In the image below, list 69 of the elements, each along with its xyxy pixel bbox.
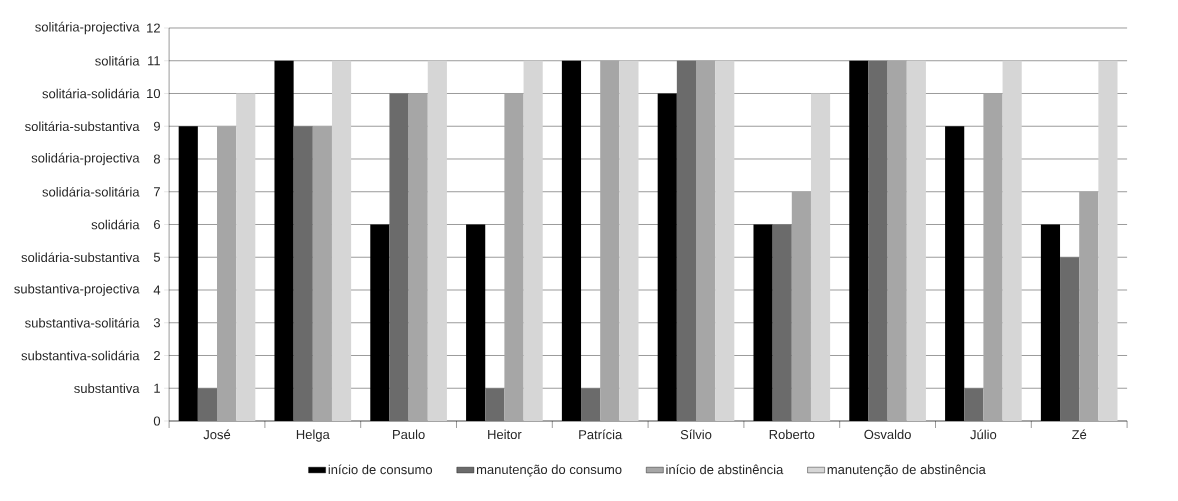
text: solidária [91, 219, 140, 230]
y-tick-label: 6 [154, 219, 160, 230]
y-tick-label: 0 [153, 416, 161, 426]
x-tick-label: Júlio [970, 429, 997, 440]
x-tick-label: Zé [1072, 429, 1087, 440]
y-tick-label: 4 [153, 285, 161, 295]
x-tick-label: Helga [296, 429, 330, 442]
bar [408, 93, 428, 421]
text: solitária-projectiva [35, 21, 140, 35]
bar [964, 388, 984, 421]
x-tick-label: Sílvio [680, 429, 712, 440]
text: solidária-solitária [42, 186, 140, 197]
bar [676, 60, 696, 421]
text: substantiva-projectiva [14, 283, 140, 297]
legend-label: manutenção de abstinência [827, 464, 986, 477]
bar [1060, 257, 1080, 421]
y-tick-label: 11 [148, 56, 160, 66]
bar [581, 388, 601, 421]
bar [1002, 60, 1022, 421]
bar [791, 191, 811, 421]
legend-label: início de abstinência [666, 464, 784, 475]
bar [293, 126, 313, 421]
bar [810, 93, 831, 421]
text: solidária-substantiva [21, 252, 140, 263]
y-tick-label: 3 [153, 318, 160, 328]
text: solitária-solidária [42, 88, 140, 99]
bar [983, 93, 1003, 421]
bar [600, 60, 620, 421]
x-tick-label: Heitor [488, 429, 522, 440]
bar [504, 93, 524, 421]
bar [868, 60, 888, 421]
y-tick-label: 9 [153, 121, 160, 131]
text: substantiva-solitária [25, 317, 140, 328]
bar [217, 126, 237, 421]
bar [427, 60, 447, 421]
y-tick-label: 12 [147, 23, 160, 33]
bar [523, 60, 543, 421]
text: solidária-projectiva [31, 152, 140, 166]
bar [1098, 60, 1118, 421]
text: substantiva-solidária [21, 350, 140, 361]
x-tick-label: Roberto [769, 429, 815, 440]
y-tick-label: 1 [154, 383, 160, 393]
bar [1079, 191, 1099, 421]
bar [389, 93, 409, 421]
bar [197, 388, 217, 421]
y-tick-label: 2 [154, 350, 160, 361]
y-tick-label: 10 [147, 88, 161, 99]
bar [906, 60, 926, 421]
bar [696, 60, 716, 421]
y-tick-label: 8 [153, 154, 160, 164]
text: substantiva [74, 383, 140, 394]
y-tick-label: 5 [153, 252, 161, 262]
x-tick-label: José [203, 429, 231, 440]
bar [236, 93, 256, 421]
bar [619, 60, 639, 421]
x-tick-label: Osvaldo [864, 429, 911, 440]
text: solitária-substantiva [25, 121, 140, 132]
bar [715, 60, 735, 421]
bar [312, 126, 332, 421]
text: solitária [95, 55, 140, 66]
x-tick-label: Paulo [393, 429, 425, 440]
legend-label: início de consumo [328, 464, 433, 475]
legend-label: manutenção do consumo [476, 464, 622, 477]
bar [485, 388, 505, 421]
bar [772, 224, 792, 421]
x-tick-label: Patrícia [579, 429, 623, 440]
y-tick-label: 7 [154, 187, 160, 197]
bar [887, 60, 907, 421]
bar [331, 60, 352, 421]
